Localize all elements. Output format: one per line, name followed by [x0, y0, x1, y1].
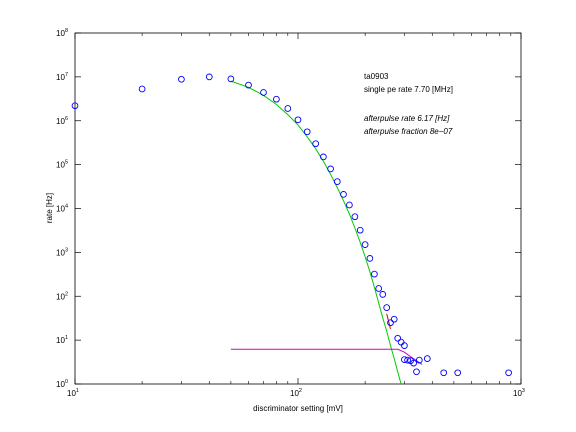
y-tick-base: 10	[56, 292, 65, 301]
data-point	[294, 116, 302, 124]
data-point	[273, 95, 280, 103]
data-point	[138, 85, 146, 93]
data-point	[245, 81, 252, 89]
data-point	[71, 102, 79, 110]
y-tick-exponent: 0	[65, 379, 68, 385]
data-point	[351, 213, 359, 221]
series-line-3	[386, 313, 391, 330]
x-tick-exponent: 1	[76, 388, 79, 394]
data-point	[379, 291, 387, 298]
annotation-line: afterpulse rate 6.17 [Hz]	[364, 114, 450, 123]
annotations: ta0903 single pe rate 7.70 [MHz] afterpuls…	[364, 72, 453, 136]
y-tick-exponent: 4	[65, 204, 68, 210]
plot-frame	[74, 32, 522, 385]
data-point	[413, 368, 420, 376]
y-tick-label: 108	[56, 28, 68, 38]
data-point	[356, 226, 364, 234]
data-point	[346, 201, 353, 209]
y-tick-label: 102	[56, 291, 68, 301]
data-point	[397, 338, 405, 346]
y-tick-label: 103	[56, 247, 68, 257]
y-tick-label: 105	[56, 160, 68, 170]
y-tick-base: 10	[56, 336, 65, 345]
y-tick-base: 10	[56, 117, 65, 126]
data-point	[320, 153, 327, 161]
data-point	[371, 270, 378, 278]
y-tick-exponent: 8	[65, 28, 68, 34]
data-point	[366, 255, 374, 262]
x-tick-base: 10	[513, 389, 522, 398]
data-point	[361, 241, 369, 248]
x-tick-base: 10	[67, 389, 76, 398]
data-point	[260, 89, 267, 96]
y-tick-exponent: 6	[65, 116, 68, 122]
data-point	[387, 319, 394, 327]
x-tick-exponent: 2	[299, 388, 302, 394]
data-point	[383, 304, 391, 311]
x-tick-label: 101	[67, 388, 79, 398]
y-tick-label: 104	[56, 204, 68, 214]
series-line-2	[230, 348, 423, 365]
series-layer	[71, 73, 512, 385]
y-tick-base: 10	[56, 380, 65, 389]
data-point	[440, 369, 448, 377]
y-tick-exponent: 5	[65, 160, 68, 166]
y-tick-label: 107	[56, 72, 68, 82]
data-point	[390, 315, 398, 323]
x-axis-label: discriminator setting [mV]	[253, 404, 343, 413]
x-axis: 101 102 103	[67, 33, 525, 398]
data-point	[505, 369, 512, 377]
x-tick-base: 10	[290, 389, 299, 398]
y-tick-exponent: 1	[65, 335, 68, 341]
data-point	[375, 285, 383, 292]
data-point	[454, 369, 462, 377]
data-point	[303, 128, 311, 136]
data-point	[178, 75, 185, 83]
y-tick-label: 101	[56, 335, 68, 345]
data-point	[312, 140, 320, 148]
data-point	[333, 178, 341, 185]
data-point	[327, 165, 334, 173]
annotation-line: single pe rate 7.70 [MHz]	[364, 85, 453, 94]
y-tick-base: 10	[56, 205, 65, 214]
minor-ticks	[141, 33, 512, 384]
annotation-line: afterpulse fraction 8e−07	[364, 127, 453, 136]
data-point	[404, 356, 411, 364]
data-point	[401, 356, 408, 363]
x-tick-label: 103	[513, 388, 525, 398]
y-tick-label: 106	[56, 116, 68, 126]
y-tick-label: 100	[56, 379, 68, 389]
y-tick-exponent: 2	[65, 291, 68, 297]
data-point	[227, 75, 235, 83]
x-tick-label: 102	[290, 388, 302, 398]
series-line-1	[230, 80, 402, 385]
data-point	[415, 356, 423, 364]
y-tick-exponent: 3	[65, 247, 68, 253]
data-point	[423, 355, 431, 362]
y-tick-base: 10	[56, 73, 65, 82]
data-point	[205, 73, 213, 81]
y-tick-base: 10	[56, 161, 65, 170]
data-point	[340, 191, 347, 198]
annotation-line: ta0903	[364, 72, 389, 81]
y-tick-base: 10	[56, 29, 65, 38]
y-tick-exponent: 7	[65, 72, 68, 78]
data-point	[284, 105, 292, 112]
y-axis-label: rate [Hz]	[45, 193, 54, 223]
data-point	[410, 359, 417, 367]
y-tick-base: 10	[56, 248, 65, 257]
data-point	[401, 342, 408, 349]
x-tick-exponent: 3	[522, 388, 525, 394]
data-point	[394, 334, 402, 342]
